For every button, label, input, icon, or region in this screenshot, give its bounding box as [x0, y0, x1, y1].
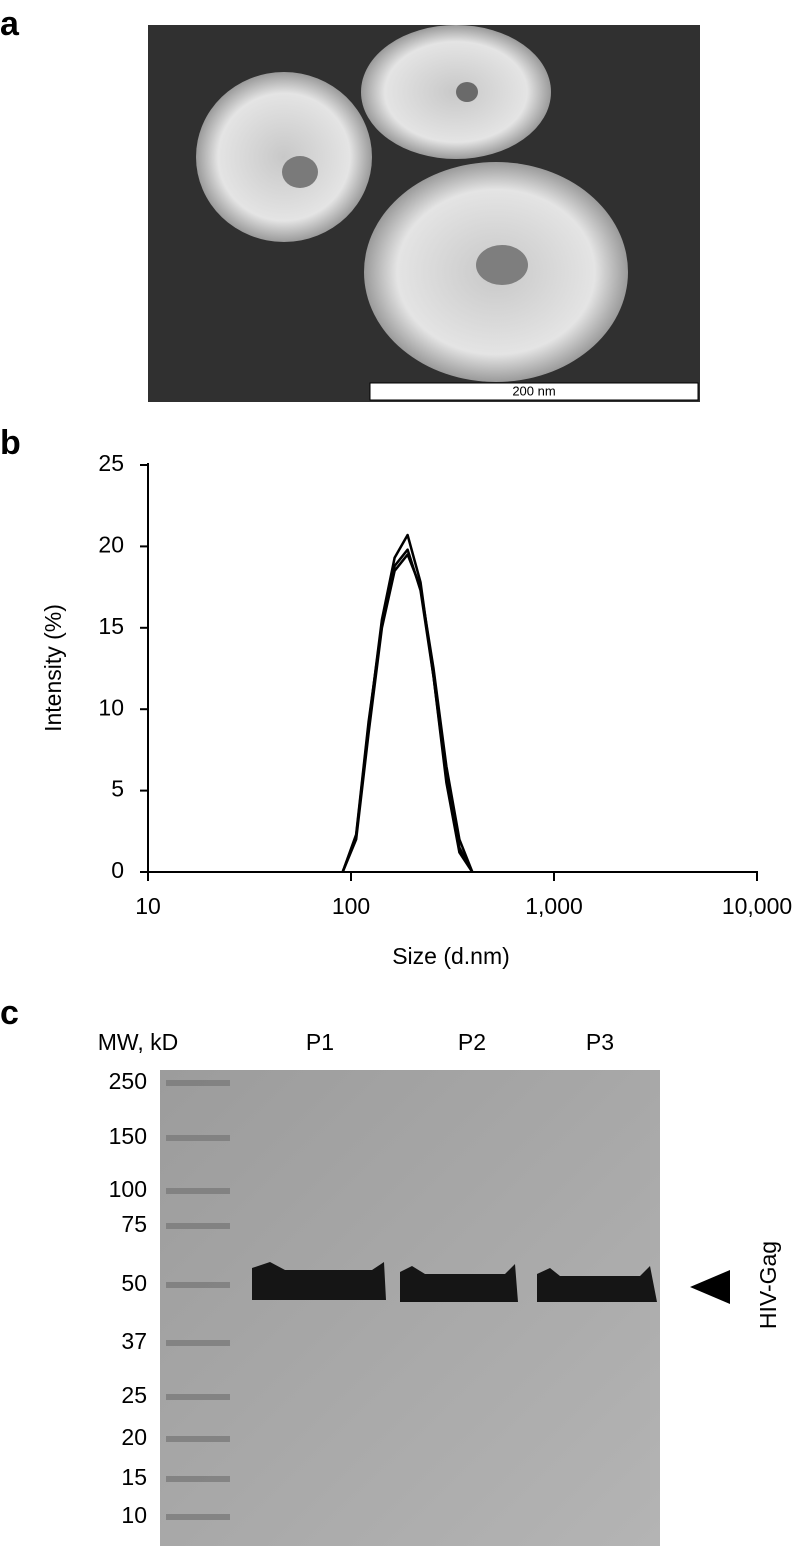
lane-label: P2: [458, 1029, 486, 1055]
panel-label: c: [0, 994, 19, 1032]
mw-marker-label: 20: [121, 1424, 147, 1450]
mw-marker-label: 50: [121, 1270, 147, 1296]
ladder-band: [166, 1436, 230, 1442]
mw-marker-label: 10: [121, 1502, 147, 1528]
y-axis-label: Intensity (%): [40, 604, 66, 732]
micrograph: 200 nm: [148, 25, 700, 402]
mw-marker-label: 25: [121, 1382, 147, 1408]
plot: 0 5 10 15 20 25 10 100 1,000 10,000: [98, 450, 792, 919]
data-line: [341, 533, 474, 873]
ladder-band: [166, 1394, 230, 1400]
data-line: [341, 548, 474, 873]
mw-marker-label: 150: [109, 1123, 147, 1149]
panel-label: b: [0, 424, 21, 462]
y-tick-label: 10: [98, 694, 124, 720]
x-axis-label: Size (d.nm): [392, 943, 510, 969]
data-line: [341, 553, 474, 873]
y-tick-label: 5: [111, 776, 124, 802]
ladder-band: [166, 1080, 230, 1086]
mw-marker-label: 100: [109, 1176, 147, 1202]
ladder-band: [166, 1188, 230, 1194]
y-tick-label: 20: [98, 531, 124, 557]
mw-header: MW, kD: [98, 1029, 179, 1055]
y-tick-label: 15: [98, 613, 124, 639]
mw-marker-label: 15: [121, 1464, 147, 1490]
lane-label: P3: [586, 1029, 614, 1055]
ladder-band: [166, 1340, 230, 1346]
mw-marker-label: 250: [109, 1068, 147, 1094]
y-tick-label: 25: [98, 450, 124, 476]
x-tick-label: 10: [135, 893, 161, 919]
band-label: HIV-Gag: [755, 1241, 781, 1329]
blot-image: [160, 1070, 730, 1546]
lane-label: P1: [306, 1029, 334, 1055]
scale-bar-label: 200 nm: [512, 383, 555, 398]
mw-marker-label: 75: [121, 1211, 147, 1237]
ladder-band: [166, 1223, 230, 1229]
ladder-band: [166, 1514, 230, 1520]
panel-label: a: [0, 5, 20, 43]
x-tick-label: 1,000: [525, 893, 583, 919]
ladder-band: [166, 1476, 230, 1482]
x-tick-label: 10,000: [722, 893, 792, 919]
y-tick-label: 0: [111, 857, 124, 883]
ladder-band: [166, 1282, 230, 1288]
x-tick-label: 100: [332, 893, 370, 919]
mw-marker-label: 37: [121, 1328, 147, 1354]
ladder-band: [166, 1135, 230, 1141]
